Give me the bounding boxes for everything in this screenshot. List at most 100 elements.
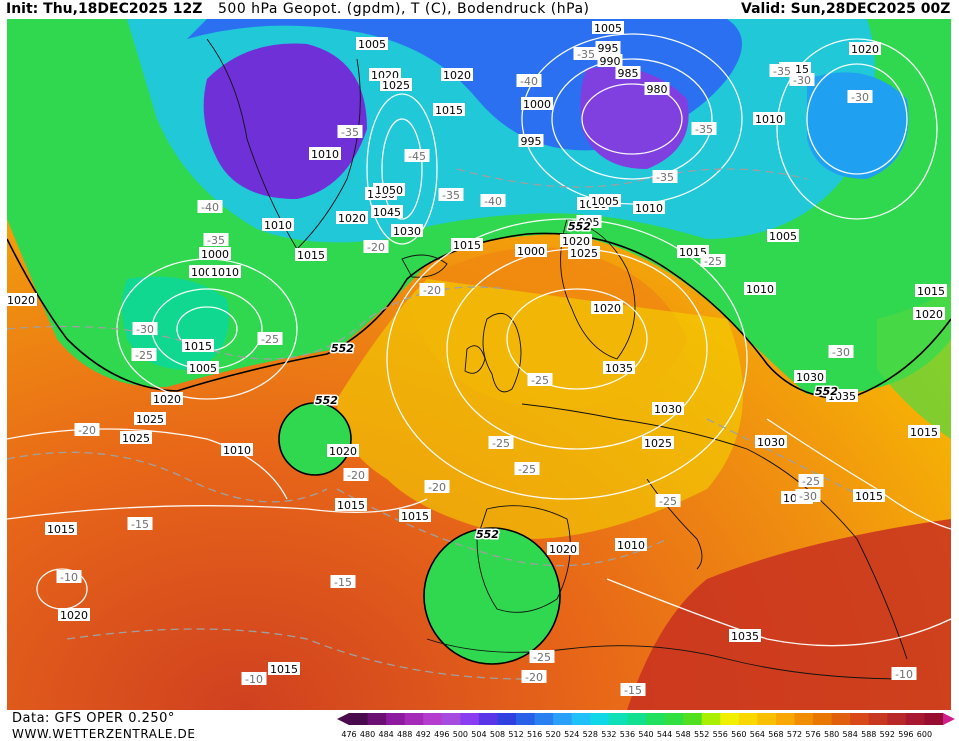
colorbar-swatch (441, 713, 461, 725)
temperature-label: -25 (533, 651, 551, 664)
colorbar-swatch (627, 713, 647, 725)
pressure-label: 1030 (393, 225, 421, 238)
temperature-label: -35 (695, 123, 713, 136)
pressure-label: 1020 (915, 308, 943, 321)
pressure-label: 995 (598, 42, 619, 55)
temperature-label-box (488, 436, 514, 449)
temperature-label-box (56, 570, 82, 583)
pressure-label-box (433, 103, 465, 116)
temperature-label: -45 (408, 150, 426, 163)
temperature-label-box (795, 489, 821, 502)
pressure-label-box (826, 389, 858, 402)
pressure-label: 1020 (851, 43, 879, 56)
cold-core-west (203, 43, 367, 199)
pressure-label: 1045 (373, 206, 401, 219)
temperature-label-box (769, 64, 795, 77)
pressure-label: 1025 (382, 79, 410, 92)
color-scale-bar: 476 480 484 488 492 496 500 504 508 512 516 520 524 5… (337, 713, 955, 739)
pressure-label-box (221, 443, 253, 456)
temperature-label: -40 (520, 75, 538, 88)
temperature-label-box (691, 122, 717, 135)
pressure-label: 1020 (329, 445, 357, 458)
coastline-scandinavia (560, 218, 636, 360)
colorbar-swatch (478, 713, 498, 725)
pressure-label-box (652, 402, 684, 415)
temperature-label: -10 (245, 673, 263, 686)
data-source: Data: GFS OPER 0.250° (12, 711, 175, 726)
pressure-label: 1010 (264, 219, 292, 232)
isobar-high-central-1 (506, 288, 648, 390)
isobar-south (606, 578, 951, 647)
pressure-label: 980 (647, 83, 668, 96)
pressure-label-box (371, 205, 403, 218)
geopotential-labels: 552 552 552 552 552 (314, 219, 840, 543)
pressure-label-box (729, 629, 761, 642)
temperature-label-box (337, 125, 363, 138)
pressure-label-box (595, 41, 621, 54)
temperature-label-box (828, 345, 854, 358)
isotherm-3 (336, 488, 668, 567)
colorbar-label: 548 (675, 730, 690, 739)
pressure-label: 1020 (443, 69, 471, 82)
colorbar-label: 504 (471, 730, 486, 739)
map-header: Init: Thu,18DEC2025 12Z 500 hPa Geopot. … (0, 0, 959, 19)
isobar-low-scand-2 (551, 58, 713, 180)
pressure-label-box (753, 112, 785, 125)
colorbar-swatch (460, 713, 480, 725)
pressure-label: 1015 (917, 285, 945, 298)
pressure-label-box (755, 435, 787, 448)
pressure-label: 1015 (679, 246, 707, 259)
pressure-label: 1010 (311, 148, 339, 161)
pressure-label-box (767, 229, 799, 242)
pressure-label: 1035 (731, 630, 759, 643)
temperature-label: -20 (367, 241, 385, 254)
colorbar-label: 592 (880, 730, 895, 739)
temperature-label: -35 (442, 189, 460, 202)
colorbar-swatch (831, 713, 851, 725)
pressure-label: 1000 (517, 245, 545, 258)
temperature-label-box (343, 468, 369, 481)
colorbar-label: 588 (861, 730, 876, 739)
pressure-label: 1015 (184, 340, 212, 353)
temperature-label-box (330, 575, 356, 588)
temperature-label-box (241, 672, 267, 685)
colorbar-swatch (757, 713, 777, 725)
pressure-label: 1005 (189, 362, 217, 375)
cutoff-low-iberia (424, 528, 560, 664)
colorbar-swatch (367, 713, 387, 725)
isobars (7, 33, 951, 647)
pressure-label-box (913, 307, 945, 320)
pressure-label: 1015 (47, 523, 75, 536)
colorbar-label: 584 (843, 730, 858, 739)
pressure-label-box (187, 361, 219, 374)
temperature-label: -20 (347, 469, 365, 482)
pressure-label-box (7, 293, 37, 306)
temperature-label: -20 (525, 671, 543, 684)
temperature-label: -10 (60, 571, 78, 584)
geopotential-label: 552 (568, 220, 591, 233)
colorbar-swatch (553, 713, 573, 725)
temperature-label-box (132, 322, 158, 335)
pressure-label-box (568, 246, 600, 259)
colorbar-arrow-right (943, 713, 955, 725)
colorbar-label: 512 (508, 730, 523, 739)
temperature-label-box (652, 170, 678, 183)
pressure-label: 1020 (562, 235, 590, 248)
temperature-label-box (480, 194, 506, 207)
geopotential-label: 552 (815, 385, 838, 398)
colorbar-label: 484 (378, 730, 393, 739)
colorbar-swatch (386, 713, 406, 725)
pressure-label: 1010 (635, 202, 663, 215)
colorbar-swatch (423, 713, 443, 725)
temperature-label-box (655, 494, 681, 507)
contour-552-atlantic (278, 402, 352, 476)
temperature-label-box (891, 667, 917, 680)
isotherm-2 (7, 451, 328, 503)
pressure-label: 1010 (617, 539, 645, 552)
temperature-label-box (527, 373, 553, 386)
temperature-label-box (197, 200, 223, 213)
temperature-label: -35 (656, 171, 674, 184)
colorbar-swatch (905, 713, 925, 725)
ridge-yellow (337, 279, 743, 539)
colorbar-swatch (571, 713, 591, 725)
